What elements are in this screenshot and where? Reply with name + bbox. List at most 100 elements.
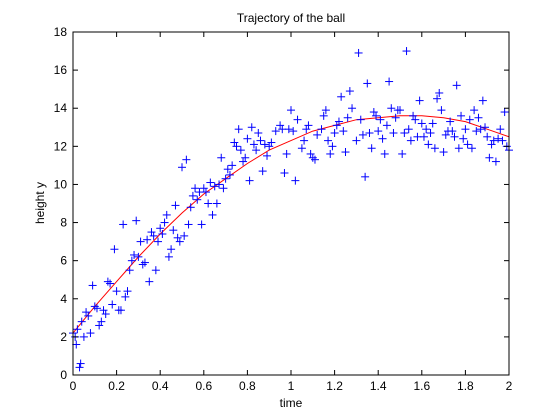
scatter-point xyxy=(245,176,254,185)
scatter-point xyxy=(398,149,407,158)
scatter-point xyxy=(387,104,396,113)
scatter-point xyxy=(210,182,219,191)
scatter-point xyxy=(467,144,476,153)
scatter-point xyxy=(101,310,110,319)
scatter-point xyxy=(232,142,241,151)
x-tick-label: 0.8 xyxy=(239,379,256,393)
scatter-point xyxy=(145,277,154,286)
scatter-point xyxy=(221,174,230,183)
scatter-point xyxy=(428,119,437,128)
scatter-point xyxy=(212,199,221,208)
scatter-point xyxy=(171,201,180,210)
scatter-point xyxy=(143,235,152,244)
scatter-point xyxy=(334,117,343,126)
x-tick-label: 0.4 xyxy=(152,379,169,393)
scatter-point xyxy=(341,148,350,157)
scatter-point xyxy=(88,281,97,290)
scatter-point xyxy=(119,220,128,229)
scatter-point xyxy=(175,237,184,246)
scatter-point xyxy=(358,130,367,139)
scatter-point xyxy=(500,108,509,117)
scatter-point xyxy=(367,144,376,153)
scatter-point xyxy=(249,140,258,149)
scatter-point xyxy=(498,136,507,145)
scatter-point xyxy=(160,218,169,227)
scatter-point xyxy=(267,138,276,147)
scatter-point xyxy=(374,127,383,136)
y-tick-label: 16 xyxy=(54,63,68,77)
scatter-point xyxy=(123,287,132,296)
y-tick-label: 0 xyxy=(60,368,67,382)
scatter-point xyxy=(287,106,295,115)
scatter-point xyxy=(282,149,291,158)
scatter-point xyxy=(372,111,381,120)
scatter-point xyxy=(472,127,481,136)
scatter-point xyxy=(478,96,487,105)
scatter-point xyxy=(435,88,444,97)
chart-title: Trajectory of the ball xyxy=(237,11,345,25)
scatter-point xyxy=(474,113,483,122)
scatter-point xyxy=(385,77,394,86)
scatter-point xyxy=(201,188,210,197)
scatter-point xyxy=(489,136,498,145)
scatter-point xyxy=(134,252,143,261)
scatter-point xyxy=(400,128,409,137)
scatter-point xyxy=(330,128,339,137)
scatter-point xyxy=(345,87,354,96)
scatter-point xyxy=(402,47,411,56)
scatter-point xyxy=(112,287,121,296)
scatter-point xyxy=(426,128,435,137)
y-tick-label: 6 xyxy=(60,254,67,268)
scatter-point xyxy=(252,146,261,155)
scatter-point xyxy=(72,340,81,349)
scatter-point xyxy=(73,325,82,334)
y-tick-label: 10 xyxy=(54,177,68,191)
scatter-point xyxy=(476,125,485,134)
scatter-point xyxy=(352,136,361,145)
scatter-point xyxy=(77,317,86,326)
scatter-point xyxy=(154,237,163,246)
scatter-point xyxy=(361,172,370,181)
y-tick-label: 14 xyxy=(54,101,68,115)
scatter-point xyxy=(97,317,106,326)
scatter-point xyxy=(422,125,431,134)
scatter-point xyxy=(106,279,115,288)
scatter-point xyxy=(228,161,237,170)
scatter-point xyxy=(156,224,165,233)
scatter-point xyxy=(84,311,93,320)
scatter-point xyxy=(406,136,415,145)
scatter-point xyxy=(491,157,500,166)
y-tick-label: 2 xyxy=(60,330,67,344)
scatter-point xyxy=(136,237,145,246)
x-tick-label: 1.8 xyxy=(457,379,474,393)
scatter-point xyxy=(121,292,130,301)
scatter-point xyxy=(204,199,213,208)
scatter-point xyxy=(110,245,119,254)
scatter-point xyxy=(461,125,470,134)
scatter-point xyxy=(380,149,389,158)
scatter-point xyxy=(260,140,269,149)
scatter-point xyxy=(178,163,186,172)
scatter-point xyxy=(169,226,178,235)
plot-area xyxy=(69,47,513,372)
x-tick-label: 0.2 xyxy=(108,379,125,393)
scatter-point xyxy=(324,136,333,145)
scatter-point xyxy=(319,111,328,120)
scatter-point xyxy=(300,136,309,145)
scatter-point xyxy=(389,128,398,137)
x-tick-label: 1.4 xyxy=(370,379,387,393)
scatter-point xyxy=(108,300,117,309)
scatter-point xyxy=(328,142,337,151)
x-tick-label: 0.6 xyxy=(195,379,212,393)
scatter-point xyxy=(470,106,479,115)
scatter-point xyxy=(339,127,348,136)
scatter-point xyxy=(258,167,267,176)
y-tick-label: 12 xyxy=(54,139,68,153)
scatter-point xyxy=(180,231,189,240)
x-axis-label: time xyxy=(280,396,303,410)
scatter-point xyxy=(149,231,158,240)
scatter-point xyxy=(263,151,272,160)
scatter-point xyxy=(304,121,313,130)
